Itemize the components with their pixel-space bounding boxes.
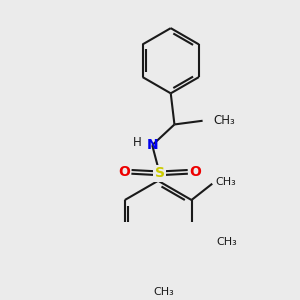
Text: N: N [146, 138, 158, 152]
Text: H: H [133, 136, 142, 149]
Text: CH₃: CH₃ [153, 287, 174, 297]
Text: S: S [154, 166, 165, 180]
Text: CH₃: CH₃ [215, 177, 236, 187]
Text: CH₃: CH₃ [213, 114, 235, 127]
Text: O: O [189, 165, 201, 179]
Text: O: O [118, 165, 130, 179]
Text: CH₃: CH₃ [217, 237, 237, 247]
